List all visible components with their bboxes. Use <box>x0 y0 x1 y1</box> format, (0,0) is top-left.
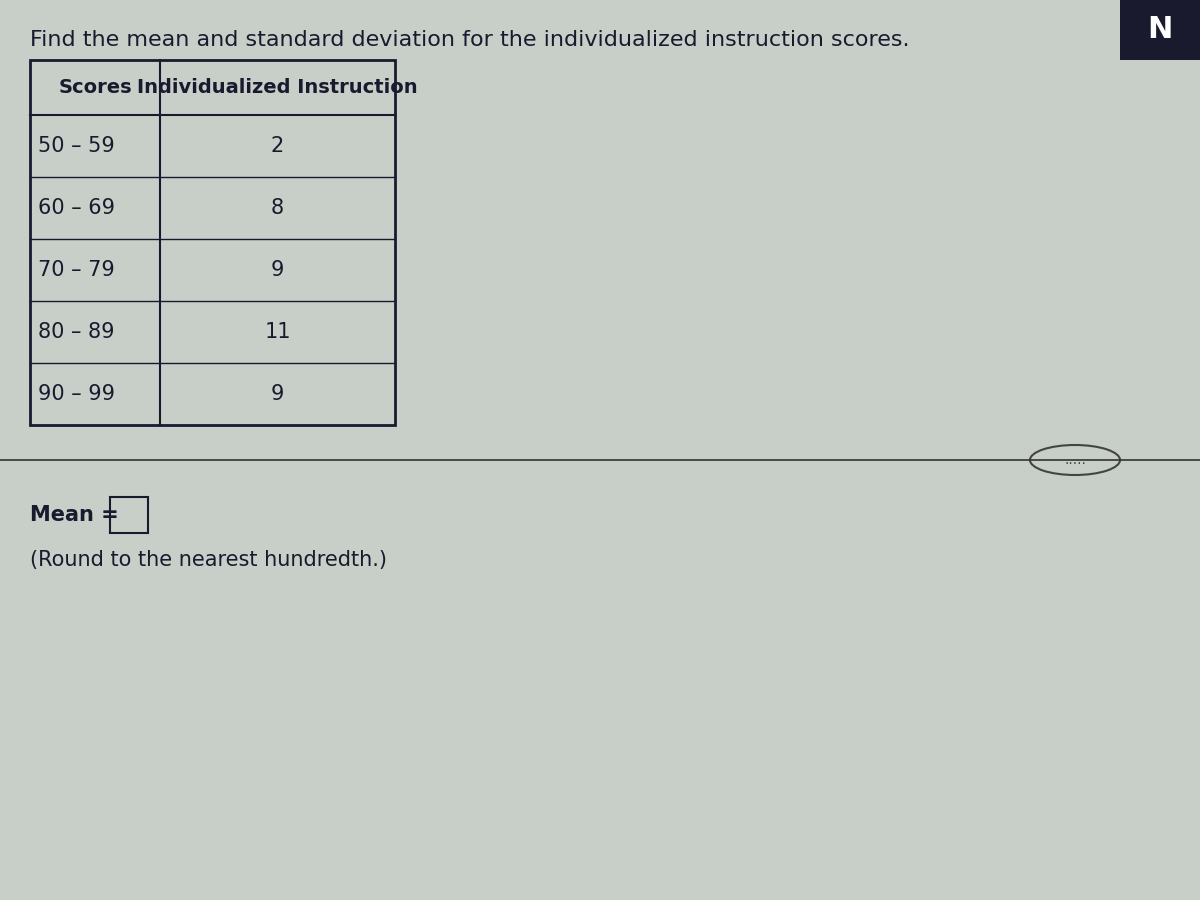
Text: 80 – 89: 80 – 89 <box>38 322 114 342</box>
Text: Mean =: Mean = <box>30 505 119 525</box>
Text: 8: 8 <box>271 198 284 218</box>
Text: 2: 2 <box>271 136 284 156</box>
Bar <box>30 60 395 425</box>
Text: .....: ..... <box>1064 453 1086 467</box>
Text: Scores: Scores <box>58 78 132 97</box>
Text: 50 – 59: 50 – 59 <box>38 136 115 156</box>
Text: N: N <box>1147 15 1172 44</box>
Text: 90 – 99: 90 – 99 <box>38 384 115 404</box>
Text: 11: 11 <box>264 322 290 342</box>
Text: Find the mean and standard deviation for the individualized instruction scores.: Find the mean and standard deviation for… <box>30 30 910 50</box>
Text: (Round to the nearest hundredth.): (Round to the nearest hundredth.) <box>30 550 386 570</box>
Text: Individualized Instruction: Individualized Instruction <box>137 78 418 97</box>
Text: 60 – 69: 60 – 69 <box>38 198 115 218</box>
Bar <box>110 497 148 533</box>
Bar <box>1120 0 1200 60</box>
Text: 9: 9 <box>271 384 284 404</box>
Text: 70 – 79: 70 – 79 <box>38 260 115 280</box>
Text: 9: 9 <box>271 260 284 280</box>
Ellipse shape <box>1030 445 1120 475</box>
